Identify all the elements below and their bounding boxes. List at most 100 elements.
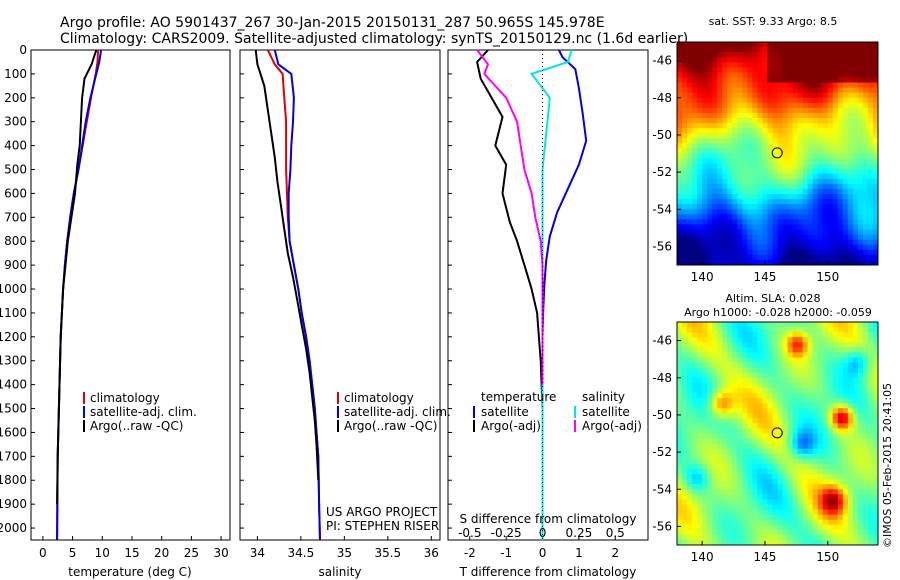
sst-map — [677, 42, 879, 266]
lat-tick-label: -50 — [652, 128, 672, 142]
depth-tick-label: 200 — [4, 91, 27, 105]
x-tick-label: 35.5 — [374, 546, 401, 560]
difference-top-label: S difference from climatology — [460, 512, 637, 526]
lon-tick-label: 140 — [691, 550, 714, 564]
legend-title-temperature: temperature — [481, 390, 556, 404]
argo-location-marker — [771, 147, 783, 159]
legend-argo: Argo(..raw -QC) — [344, 419, 437, 433]
depth-tick-label: 1700 — [0, 449, 27, 463]
salinity-panel-frame — [239, 49, 441, 541]
series-line-temperature-satellite — [541, 49, 588, 540]
series-line-climatology — [266, 49, 321, 541]
salinity-xlabel: salinity — [318, 565, 361, 579]
lat-tick-label: -52 — [652, 445, 672, 459]
depth-tick-label: 100 — [4, 67, 27, 81]
depth-tick-label: 400 — [4, 139, 27, 153]
x-tick-label: 25 — [184, 546, 199, 560]
x-tick-label: 5 — [69, 546, 77, 560]
legend-satellite: satellite-adj. clim. — [90, 405, 197, 419]
lat-tick-label: -56 — [652, 519, 672, 533]
x-tick-label: 34.5 — [288, 546, 315, 560]
legend-temp-satellite: satellite — [481, 405, 529, 419]
s-tick-label: 0.5 — [606, 526, 625, 540]
series-line-argorawqc — [254, 49, 320, 481]
depth-tick-label: 1300 — [0, 354, 27, 368]
x-tick-label: 35 — [337, 546, 352, 560]
legend-argo: Argo(..raw -QC) — [90, 419, 183, 433]
sla-map-frame — [676, 321, 879, 546]
series-line-temperature-argoadj — [476, 49, 544, 505]
imos-credit: ©IMOS 05-Feb-2015 20:41:05 — [881, 383, 894, 548]
temperature-series: 0 5 10 15 20 25 30 — [39, 49, 229, 560]
sla-map — [677, 322, 879, 546]
temperature-legend: climatology satellite-adj. clim. Argo(..… — [83, 391, 197, 433]
series-line-salinity-satellite — [529, 49, 573, 540]
lat-tick-label: -54 — [652, 202, 672, 216]
lon-tick-label: 140 — [691, 270, 714, 284]
lat-tick-label: -52 — [652, 165, 672, 179]
series-line-salinity-argoadj — [476, 49, 544, 385]
x-tick-label: 0 — [39, 546, 47, 560]
depth-tick-label: 600 — [4, 186, 27, 200]
x-tick-label: 30 — [213, 546, 228, 560]
sst-map-frame — [676, 41, 879, 266]
difference-panel-frame — [447, 49, 649, 541]
x-tick-label: 1 — [575, 546, 583, 560]
depth-tick-label: 1900 — [0, 497, 27, 511]
legend-sal-satellite: satellite — [582, 405, 630, 419]
sla-map-subtitle: Argo h1000: -0.028 h2000: -0.059 — [684, 306, 872, 319]
depth-tick-label: 1200 — [0, 330, 27, 344]
difference-legend: temperature salinity satellite Argo(-adj… — [473, 390, 642, 433]
lat-tick-label: -56 — [652, 239, 672, 253]
temperature-xlabel: temperature (deg C) — [68, 565, 191, 579]
pi-annotation: PI: STEPHEN RISER — [326, 519, 439, 533]
x-tick-label: 34 — [250, 546, 265, 560]
depth-tick-label: 0 — [19, 43, 27, 57]
legend-title-salinity: salinity — [582, 390, 625, 404]
depth-tick-label: 1100 — [0, 306, 27, 320]
depth-tick-label: 1000 — [0, 282, 27, 296]
lon-tick-label: 150 — [816, 550, 839, 564]
sst-map-axes: 140 145 150 -46 -48 -50 -52 -54 -56 — [652, 54, 839, 284]
x-tick-label: 15 — [124, 546, 139, 560]
lat-tick-label: -54 — [652, 482, 672, 496]
depth-tick-label: 1600 — [0, 425, 27, 439]
header-line2: Climatology: CARS2009. Satellite-adjuste… — [60, 31, 688, 47]
s-tick-label: 0 — [539, 526, 547, 540]
lon-tick-label: 150 — [816, 270, 839, 284]
depth-tick-label: 700 — [4, 210, 27, 224]
argo-location-marker — [771, 427, 783, 439]
depth-tick-label: 900 — [4, 258, 27, 272]
x-tick-label: 10 — [95, 546, 110, 560]
salinity-series: 34 34.5 35 35.5 36 — [250, 49, 439, 560]
lat-tick-label: -48 — [652, 91, 672, 105]
lat-tick-label: -50 — [652, 408, 672, 422]
lat-tick-label: -48 — [652, 371, 672, 385]
depth-tick-label: 2000 — [0, 521, 27, 535]
x-tick-label: 0 — [539, 546, 547, 560]
salinity-legend: climatology satellite-adj. clim. Argo(..… — [337, 391, 451, 433]
legend-sal-argo: Argo(-adj) — [582, 419, 642, 433]
temperature-panel-frame — [30, 49, 231, 541]
lat-tick-label: -46 — [652, 334, 672, 348]
series-line-argorawqc — [56, 49, 98, 505]
legend-climatology: climatology — [344, 391, 414, 405]
depth-tick-label: 1400 — [0, 378, 27, 392]
sla-map-axes: 140 145 150 -46 -48 -50 -52 -54 -56 — [652, 334, 839, 564]
lon-tick-label: 145 — [753, 270, 776, 284]
s-tick-label: -0.25 — [491, 526, 522, 540]
legend-satellite: satellite-adj. clim. — [344, 405, 451, 419]
lat-tick-label: -46 — [652, 54, 672, 68]
sst-map-title: sat. SST: 9.33 Argo: 8.5 — [709, 15, 838, 28]
legend-temp-argo: Argo(-adj) — [481, 419, 541, 433]
x-tick-label: 20 — [154, 546, 169, 560]
depth-tick-label: 1500 — [0, 402, 27, 416]
x-tick-label: 2 — [611, 546, 619, 560]
depth-tick-label: 800 — [4, 234, 27, 248]
header-line1: Argo profile: AO 5901437_267 30-Jan-2015… — [60, 15, 605, 31]
depth-tick-label: 300 — [4, 115, 27, 129]
lon-tick-label: 145 — [753, 550, 776, 564]
x-tick-label: 36 — [424, 546, 439, 560]
s-tick-label: 0.25 — [566, 526, 593, 540]
